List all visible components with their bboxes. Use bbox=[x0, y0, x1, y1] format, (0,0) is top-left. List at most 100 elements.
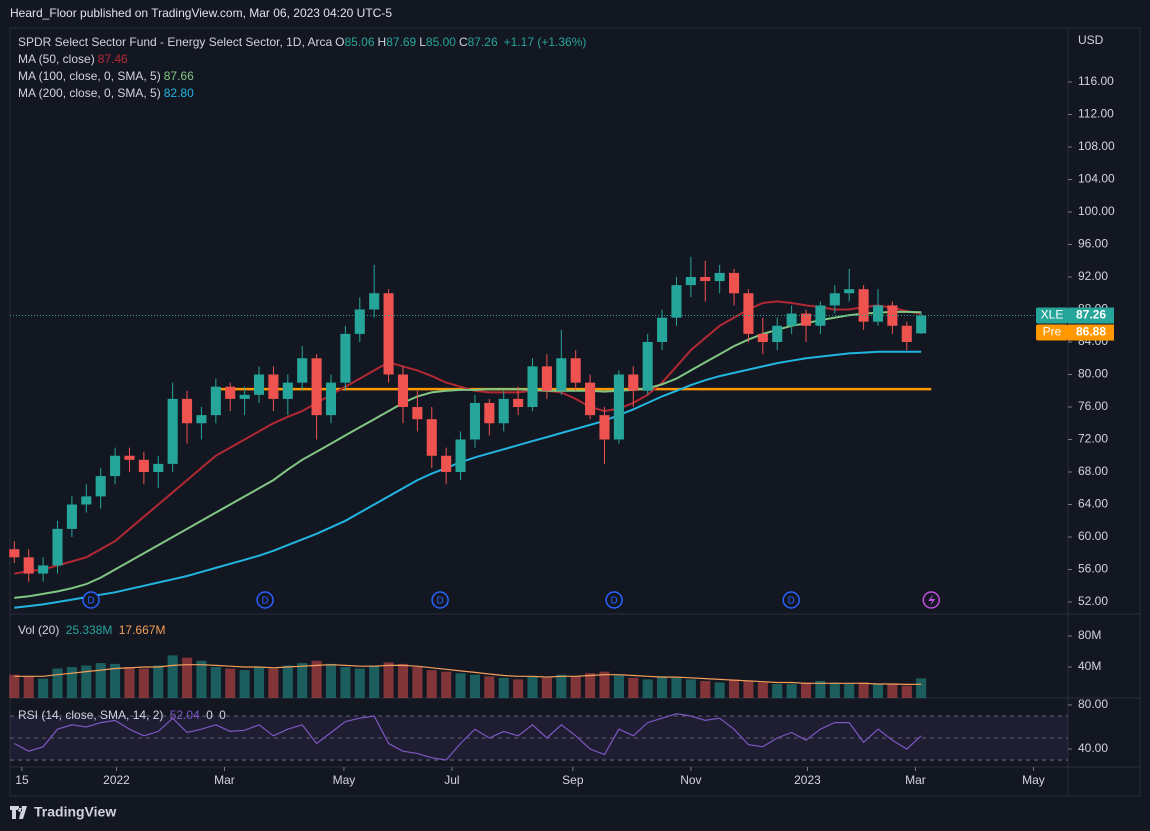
candle-body bbox=[110, 455, 121, 477]
ma-legend: MA (100, close, 0, SMA, 5) 87.66 bbox=[18, 69, 197, 83]
rsi-value: 0 bbox=[219, 708, 226, 722]
candle-body bbox=[757, 333, 768, 343]
volume-bar bbox=[182, 657, 193, 698]
ma-value: 87.46 bbox=[97, 52, 128, 66]
volume-bar bbox=[383, 662, 394, 698]
candle-body bbox=[556, 358, 567, 391]
volume-bar bbox=[397, 663, 409, 698]
volume-bar bbox=[153, 665, 164, 698]
candle-body bbox=[858, 289, 869, 322]
ma-name: MA (200, close, 0, SMA, 5) bbox=[18, 86, 161, 100]
volume-bar bbox=[311, 660, 322, 698]
candle-body bbox=[484, 402, 495, 424]
currency: USD bbox=[1078, 33, 1104, 47]
x-tick-label: Nov bbox=[680, 773, 701, 787]
volume-bar bbox=[844, 684, 855, 698]
volume-bar bbox=[441, 671, 452, 698]
dividend-label: D bbox=[87, 596, 94, 607]
price-tick-label: 76.00 bbox=[1078, 399, 1108, 413]
price-tick-label: 56.00 bbox=[1078, 562, 1108, 576]
price-tick-label: 60.00 bbox=[1078, 529, 1108, 543]
candle-body bbox=[38, 565, 49, 574]
candle-body bbox=[9, 549, 20, 558]
x-tick-label: Mar bbox=[905, 773, 926, 787]
dividend-label: D bbox=[261, 596, 268, 607]
candle-body bbox=[268, 374, 279, 399]
candle-body bbox=[844, 289, 855, 294]
moving-average bbox=[14, 300, 922, 575]
candle-body bbox=[81, 496, 92, 505]
rsi-value: 0 bbox=[206, 708, 213, 722]
dividend-label: D bbox=[788, 596, 795, 607]
ma-legend: MA (200, close, 0, SMA, 5) 82.80 bbox=[18, 86, 197, 100]
rsi-tick-label: 40.00 bbox=[1078, 741, 1108, 755]
volume-bar bbox=[585, 673, 596, 698]
ohlc-label: C bbox=[458, 35, 468, 49]
candle-body bbox=[441, 455, 452, 473]
volume-bar bbox=[354, 668, 365, 698]
volume-bar bbox=[469, 674, 480, 698]
dividend-label: D bbox=[436, 596, 443, 607]
volume-bar bbox=[513, 679, 524, 698]
price-tag-label-bg bbox=[1036, 324, 1068, 341]
candle-body bbox=[52, 528, 63, 566]
volume-bar bbox=[426, 670, 437, 698]
candle-body bbox=[714, 272, 725, 282]
volume-bar bbox=[66, 666, 77, 698]
candle-body bbox=[354, 309, 365, 334]
volume-legend-value: 25.338M bbox=[65, 623, 113, 637]
volume-bar bbox=[743, 680, 754, 698]
volume-bar bbox=[772, 684, 783, 698]
dividend-label: D bbox=[611, 596, 618, 607]
candle-body bbox=[325, 382, 337, 416]
earnings-icon bbox=[928, 594, 936, 606]
x-tick-label: May bbox=[1022, 773, 1045, 787]
candle-body bbox=[23, 557, 34, 574]
ohlc-value: 87.26 bbox=[467, 35, 498, 49]
volume-bar bbox=[556, 674, 567, 698]
candle-body bbox=[786, 313, 797, 326]
volume-ma-legend-value: 17.667M bbox=[118, 623, 166, 637]
volume-bar bbox=[340, 666, 351, 698]
candle-body bbox=[311, 358, 322, 416]
price-tick-label: 108.00 bbox=[1078, 139, 1115, 153]
dividend-marker bbox=[782, 591, 800, 609]
volume-tick-label: 80M bbox=[1078, 628, 1101, 642]
logo bbox=[10, 806, 27, 819]
frame bbox=[9, 27, 1141, 797]
volume-bar bbox=[757, 682, 768, 698]
candle-body bbox=[124, 455, 135, 460]
candle-body bbox=[455, 439, 466, 473]
candle-body bbox=[239, 394, 250, 399]
candle-body bbox=[469, 402, 480, 440]
candle-body bbox=[829, 293, 840, 306]
price-tick-label: 64.00 bbox=[1078, 497, 1108, 511]
volume-bar bbox=[613, 674, 624, 698]
x-tick-label: 2023 bbox=[794, 773, 821, 787]
candle-body bbox=[585, 382, 596, 416]
price-tag-bg bbox=[1068, 307, 1114, 324]
volume-bar bbox=[916, 678, 927, 698]
candle-body bbox=[743, 293, 754, 334]
volume-bar bbox=[570, 676, 581, 698]
volume-bar bbox=[858, 682, 869, 698]
rsi-legend: RSI (14, close, SMA, 14, 2) 52.04 0 0 bbox=[18, 708, 229, 722]
ma-name: MA (100, close, 0, SMA, 5) bbox=[18, 69, 161, 83]
volume-tick-label: 40M bbox=[1078, 659, 1101, 673]
candle-body bbox=[772, 325, 783, 343]
volume-bar bbox=[210, 666, 221, 698]
dividend-marker bbox=[605, 591, 623, 609]
candle-body bbox=[340, 333, 351, 383]
candle-body bbox=[369, 293, 380, 310]
price-tick-label: 72.00 bbox=[1078, 432, 1108, 446]
volume-bar bbox=[700, 680, 711, 698]
event-marker: D bbox=[431, 591, 449, 609]
candle-body bbox=[527, 366, 538, 408]
x-tick-label: Sep bbox=[562, 773, 584, 787]
candle-body bbox=[570, 358, 581, 383]
event-marker: D bbox=[82, 591, 100, 609]
volume-bar bbox=[800, 682, 812, 698]
candle-body bbox=[671, 285, 682, 318]
